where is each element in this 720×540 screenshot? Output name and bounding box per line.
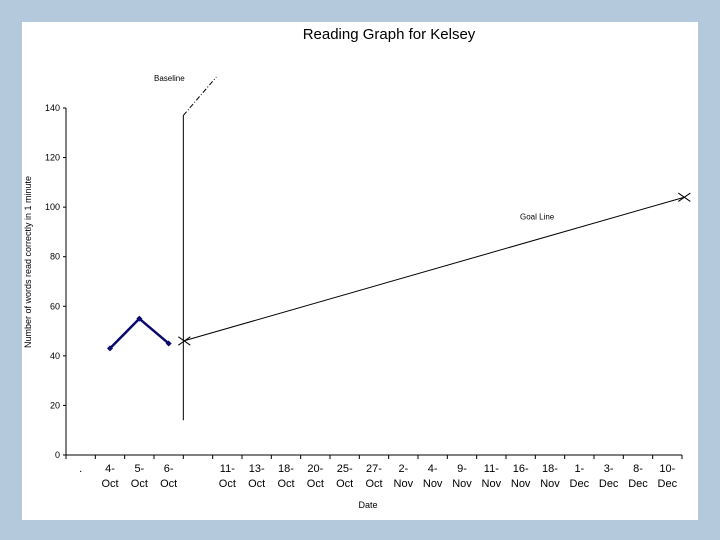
goal-marker-stroke (178, 336, 191, 346)
x-tick-label: Oct (101, 478, 118, 490)
x-tick-label: 25- (337, 463, 353, 475)
y-tick-label: 120 (45, 153, 60, 163)
data-point (165, 340, 172, 347)
x-tick-label: 13- (249, 463, 265, 475)
axes: 0 20 40 60 80 100 120 140. 4- Oct 5- Oct 6- Oct 11- Oct… (45, 103, 683, 490)
x-tick-label: Oct (365, 478, 382, 490)
y-tick-label: 60 (50, 301, 60, 311)
x-tick-label: 20- (307, 463, 323, 475)
x-tick-label: Nov (423, 478, 443, 490)
x-tick-label: 27- (366, 463, 382, 475)
x-tick-label: 18- (278, 463, 294, 475)
data-point (107, 345, 113, 352)
x-tick-label: 2- (398, 463, 408, 475)
x-tick-label: 11- (484, 463, 499, 475)
x-tick-label: Nov (394, 478, 414, 490)
reading-chart: Reading Graph for Kelsey Date Number of … (23, 26, 691, 510)
x-tick-label: 1- (574, 463, 584, 475)
goal-line (183, 196, 685, 342)
x-tick-label: Dec (628, 478, 648, 490)
series-line (109, 316, 170, 350)
x-tick-label: 11- (220, 463, 235, 475)
y-tick-label: 80 (50, 252, 60, 262)
baseline-label-leader (182, 76, 217, 116)
baseline-label: Baseline (154, 74, 185, 83)
y-tick-label: 100 (45, 202, 60, 212)
y-tick-label: 20 (50, 400, 60, 410)
x-tick-label: 8- (633, 463, 643, 475)
x-axis-title: Date (358, 500, 377, 510)
goal-marker-stroke (678, 192, 691, 202)
chart-frame: Reading Graph for Kelsey Date Number of … (22, 22, 698, 520)
x-tick-label: 4- (428, 463, 438, 475)
series (107, 315, 172, 352)
x-tick-label: 3- (604, 463, 614, 475)
x-tick-label: Oct (307, 478, 324, 490)
x-tick-label: Oct (131, 478, 148, 490)
x-tick-label: 5- (134, 463, 144, 475)
x-tick-label: Nov (540, 478, 560, 490)
x-tick-label: Nov (482, 478, 502, 490)
goal-end-marker (678, 192, 691, 202)
y-tick-label: 40 (50, 351, 60, 361)
x-tick-label: 18- (542, 463, 558, 475)
x-tick-label: 4- (105, 463, 115, 475)
x-tick-label: Oct (160, 478, 177, 490)
x-tick-label: . (79, 463, 82, 475)
x-tick-label: 16- (513, 463, 529, 475)
x-tick-label: 9- (457, 463, 467, 475)
x-tick-label: 10- (659, 463, 675, 475)
x-tick-label: Oct (336, 478, 353, 490)
x-tick-label: Nov (452, 478, 472, 490)
x-tick-label: Nov (511, 478, 531, 490)
x-tick-label: Oct (248, 478, 265, 490)
goal-line-label: Goal Line (520, 213, 555, 222)
x-tick-label: Dec (658, 478, 678, 490)
x-tick-label: Dec (570, 478, 590, 490)
y-axis-title: Number of words read correctly in 1 minu… (23, 176, 33, 348)
chart-title: Reading Graph for Kelsey (303, 26, 476, 43)
annotations: Baseline Goal Line (154, 74, 691, 421)
x-tick-label: Dec (599, 478, 619, 490)
goal-start-marker (178, 336, 191, 346)
y-tick-label: 140 (45, 103, 60, 113)
x-tick-label: Oct (219, 478, 236, 490)
x-tick-label: 6- (164, 463, 174, 475)
y-tick-label: 0 (55, 450, 60, 460)
data-point (136, 315, 143, 322)
x-tick-label: Oct (277, 478, 294, 490)
